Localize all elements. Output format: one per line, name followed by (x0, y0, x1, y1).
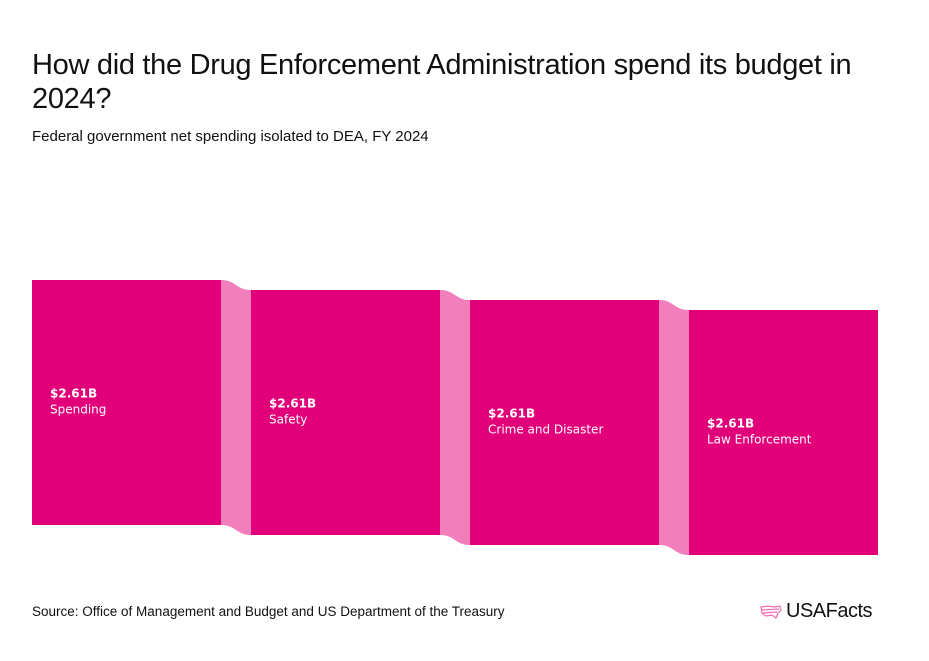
node-name-label: Crime and Disaster (488, 423, 603, 437)
chart-title: How did the Drug Enforcement Administrat… (32, 49, 852, 115)
node-value-label: $2.61B (50, 387, 97, 401)
sankey-node (689, 310, 878, 555)
node-name-label: Law Enforcement (707, 433, 812, 447)
chart-subtitle: Federal government net spending isolated… (32, 128, 429, 145)
sankey-node (32, 280, 221, 525)
node-name-label: Safety (269, 413, 307, 427)
node-value-label: $2.61B (707, 417, 754, 431)
source-note: Source: Office of Management and Budget … (32, 604, 505, 619)
node-name-label: Spending (50, 403, 106, 417)
sankey-node (470, 300, 659, 545)
node-value-label: $2.61B (488, 407, 535, 421)
sankey-link (659, 300, 689, 555)
sankey-link (440, 290, 470, 545)
sankey-link (221, 280, 251, 535)
us-map-icon (760, 604, 782, 619)
logo-text: USAFacts (786, 600, 873, 622)
sankey-node (251, 290, 440, 535)
node-value-label: $2.61B (269, 397, 316, 411)
usafacts-logo: USAFacts (760, 600, 873, 623)
